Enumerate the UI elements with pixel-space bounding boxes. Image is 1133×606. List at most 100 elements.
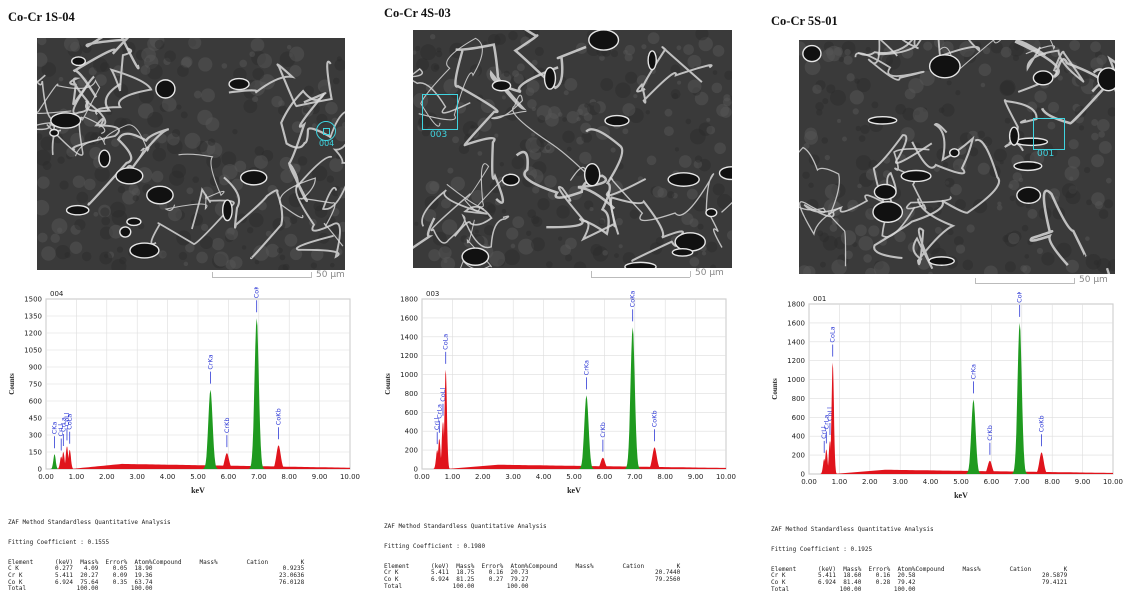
sem-grain <box>802 265 816 274</box>
eds-spectrum-chart: 0 200 400 600 800 1000 1200 1400 1600 1800 0.00 1.0… <box>771 292 1123 500</box>
sem-grain <box>624 53 633 62</box>
sem-grain-boundary <box>321 111 345 210</box>
sem-grain <box>625 71 638 84</box>
sem-grain <box>566 110 579 124</box>
sem-grain <box>1000 46 1012 58</box>
sem-grain <box>982 136 993 147</box>
sem-grain <box>1069 176 1074 181</box>
sem-grain <box>576 116 581 122</box>
sem-grain <box>193 90 202 99</box>
sem-grain <box>279 254 286 261</box>
sem-pore <box>588 30 620 51</box>
sem-grain <box>955 244 966 254</box>
sem-grain <box>993 148 1007 162</box>
sem-grain <box>221 63 228 69</box>
sem-grain <box>57 156 65 164</box>
sem-grain <box>302 106 310 114</box>
sem-grain <box>837 118 842 123</box>
sem-grain <box>852 242 858 248</box>
roi-label: 004 <box>319 139 335 148</box>
y-axis-label: Counts <box>8 373 16 395</box>
y-tick-label: 900 <box>29 364 42 372</box>
sem-grain <box>40 136 55 151</box>
sem-grain-boundary <box>609 196 685 262</box>
sem-grain <box>844 48 851 56</box>
eds-table-cell: K <box>268 558 305 566</box>
sem-grain <box>610 50 619 58</box>
panel-4s-03: Co-Cr 4S-03 003 50 µm 0 200 400 600 800 1000 1… <box>376 0 746 589</box>
sem-grain <box>1000 79 1016 96</box>
sem-grain <box>140 65 151 75</box>
sem-grain <box>978 63 992 77</box>
sem-grain <box>812 84 822 94</box>
eds-table-cell: Atom% <box>127 558 153 566</box>
sem-grain <box>289 216 298 224</box>
sem-grain <box>1007 232 1020 245</box>
sem-grain <box>610 147 616 153</box>
sem-pore <box>1013 161 1043 172</box>
peak-CKa <box>50 454 60 469</box>
sem-grain <box>1086 199 1092 206</box>
sem-grain <box>908 77 924 94</box>
eds-table-cell <box>98 585 127 592</box>
peak-label: CoLa <box>66 414 74 430</box>
sem-grain-boundary <box>418 37 483 127</box>
x-tick-label: 8.00 <box>1044 478 1060 486</box>
sem-grain <box>846 73 855 82</box>
sem-grain <box>697 223 704 230</box>
peak-CrLa <box>58 452 68 469</box>
spectrum-label: 003 <box>426 290 439 298</box>
eds-table-cell <box>189 579 218 586</box>
sem-grain <box>508 30 518 41</box>
sem-grain <box>1026 101 1038 113</box>
eds-table-line: Total 100.00 100.00 <box>384 583 680 591</box>
sem-grain-boundary <box>421 189 493 237</box>
sem-pore <box>129 242 160 259</box>
sem-grain <box>1091 119 1099 126</box>
sem-grain <box>683 44 694 55</box>
sem-grain <box>154 39 165 50</box>
sem-grain <box>116 246 124 253</box>
x-tick-label: 4.00 <box>923 478 939 486</box>
y-tick-label: 1050 <box>24 347 42 355</box>
eds-table-cell: 76.0128 <box>268 578 305 586</box>
y-tick-label: 600 <box>29 398 42 406</box>
eds-quant-table: ZAF Method Standardless Quantitative Ana… <box>384 511 680 603</box>
sem-grain <box>232 129 238 135</box>
scale-bar-tick-left <box>975 278 976 284</box>
sem-grain <box>37 52 48 67</box>
sem-grain <box>1107 259 1115 272</box>
sem-grain <box>1098 140 1112 154</box>
sem-grain <box>222 164 238 180</box>
sem-grain <box>42 161 52 170</box>
y-tick-label: 600 <box>405 409 418 417</box>
sem-grain <box>663 126 674 137</box>
sem-grain <box>562 130 575 144</box>
sem-grain <box>865 47 871 53</box>
sem-grain <box>714 142 726 155</box>
eds-table-cell: 100.00 <box>890 585 916 593</box>
scale-bar-tick-right <box>311 272 312 278</box>
sem-grain <box>534 46 544 56</box>
sem-grain <box>587 101 601 116</box>
peak-label: CoKb <box>275 408 283 425</box>
sem-grain <box>817 230 824 237</box>
sem-grain <box>720 106 732 118</box>
sem-grain <box>726 230 732 241</box>
sem-grain <box>267 184 278 195</box>
scale-label: 50 µm <box>1079 275 1108 285</box>
sem-grain <box>111 259 127 270</box>
peak-CrLl <box>819 458 829 474</box>
sem-grain <box>825 47 834 56</box>
sem-grain <box>579 151 592 165</box>
eds-table-cell: Error% <box>98 558 128 566</box>
sem-grain-boundary <box>72 38 140 98</box>
y-tick-label: 1000 <box>787 376 805 384</box>
sem-grain <box>1008 183 1014 189</box>
sem-grain <box>225 227 239 241</box>
x-axis-label: keV <box>567 486 581 495</box>
sem-grain <box>712 45 725 57</box>
sem-grain <box>494 33 506 45</box>
sem-grain <box>1036 247 1044 255</box>
sem-grain <box>826 84 836 94</box>
